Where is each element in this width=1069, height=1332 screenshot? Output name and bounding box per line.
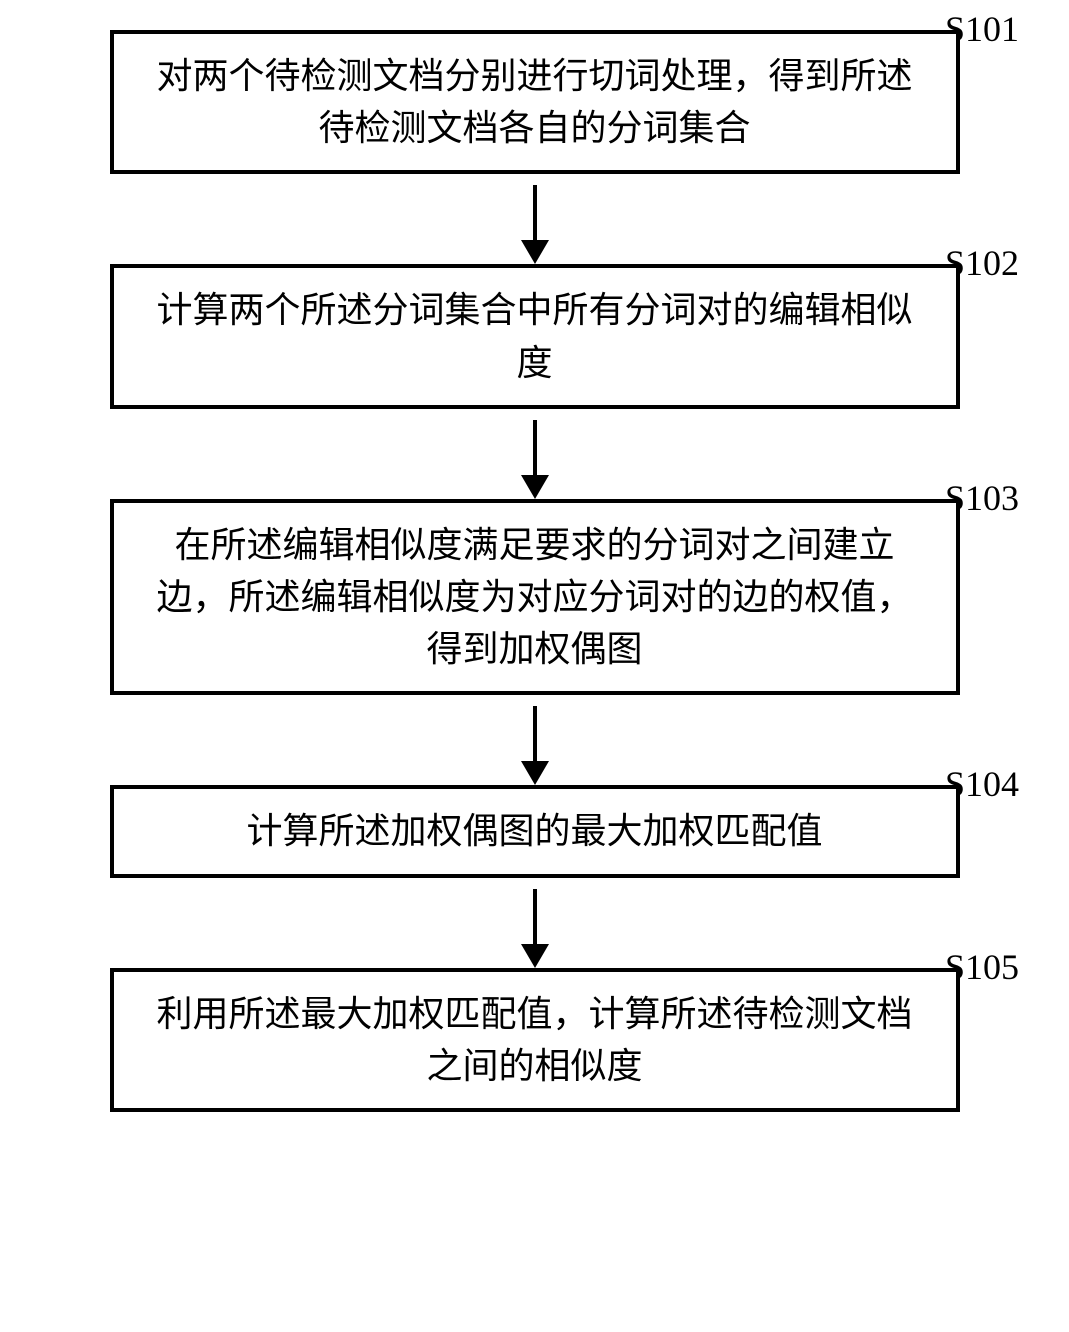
step-container-2: S102 计算两个所述分词集合中所有分词对的编辑相似度 [30, 264, 1039, 408]
step-container-4: S104 计算所述加权偶图的最大加权匹配值 [30, 785, 1039, 877]
step-container-1: S101 对两个待检测文档分别进行切词处理，得到所述待检测文档各自的分词集合 [30, 30, 1039, 174]
step-container-5: S105 利用所述最大加权匹配值，计算所述待检测文档之间的相似度 [30, 968, 1039, 1112]
step-box-4: 计算所述加权偶图的最大加权匹配值 [110, 785, 960, 877]
arrow-head-4 [521, 944, 549, 968]
arrow-2 [533, 409, 537, 499]
step-box-1: 对两个待检测文档分别进行切词处理，得到所述待检测文档各自的分词集合 [110, 30, 960, 174]
arrow-3 [533, 695, 537, 785]
step-container-3: S103 在所述编辑相似度满足要求的分词对之间建立边，所述编辑相似度为对应分词对… [30, 499, 1039, 696]
arrow-head-2 [521, 475, 549, 499]
flowchart-container: S101 对两个待检测文档分别进行切词处理，得到所述待检测文档各自的分词集合 S… [30, 30, 1039, 1112]
step-box-3: 在所述编辑相似度满足要求的分词对之间建立边，所述编辑相似度为对应分词对的边的权值… [110, 499, 960, 696]
arrow-1 [533, 174, 537, 264]
arrow-head-1 [521, 240, 549, 264]
step-box-2: 计算两个所述分词集合中所有分词对的编辑相似度 [110, 264, 960, 408]
step-box-5: 利用所述最大加权匹配值，计算所述待检测文档之间的相似度 [110, 968, 960, 1112]
arrow-4 [533, 878, 537, 968]
arrow-head-3 [521, 761, 549, 785]
